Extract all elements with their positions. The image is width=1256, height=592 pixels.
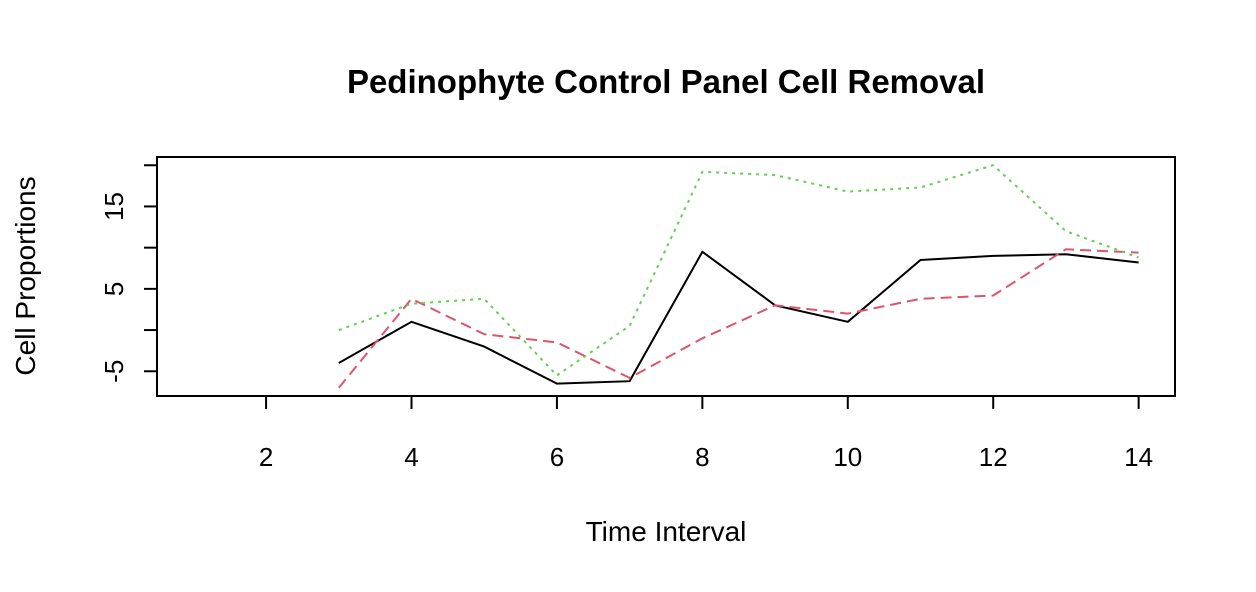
plot-frame <box>156 156 1176 397</box>
x-axis: 2 4 6 8 10 12 14 <box>259 396 1153 472</box>
y-tick-label: 5 <box>99 282 129 296</box>
series-layer <box>338 164 1139 389</box>
series-line-1 <box>338 250 1139 385</box>
x-tick-label: 12 <box>979 442 1008 472</box>
series-line-3 <box>338 164 1139 377</box>
y-axis-label: Cell Proportions <box>10 176 41 375</box>
chart-title: Pedinophyte Control Panel Cell Removal <box>347 63 985 100</box>
x-tick-label: 2 <box>259 442 273 472</box>
x-tick-label: 8 <box>695 442 709 472</box>
x-tick-label: 14 <box>1124 442 1153 472</box>
x-axis-label: Time Interval <box>586 516 747 547</box>
y-axis: -5 5 15 <box>99 164 157 383</box>
x-tick-label: 10 <box>833 442 862 472</box>
x-tick-label: 6 <box>550 442 564 472</box>
x-tick-label: 4 <box>404 442 418 472</box>
y-tick-label: -5 <box>99 360 129 383</box>
y-tick-label: 15 <box>99 192 129 221</box>
series-line-2 <box>338 248 1139 389</box>
